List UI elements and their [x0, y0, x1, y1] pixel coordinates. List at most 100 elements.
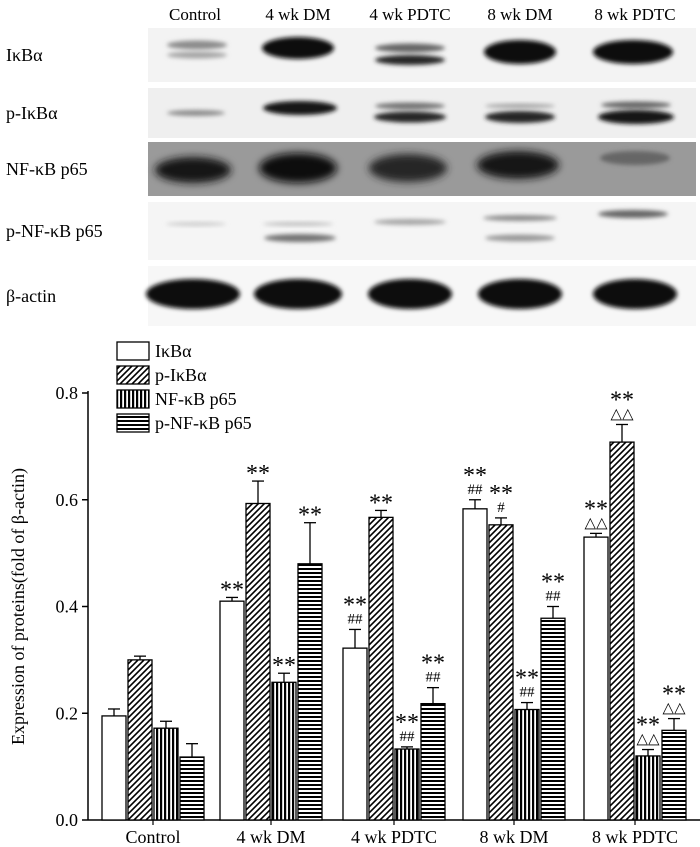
band-ikba-5: [484, 40, 556, 64]
legend-label-nf-kb-p65: NF-κB p65: [155, 389, 237, 409]
band-p-ikba-5: [485, 103, 555, 109]
bar-p-nf-kb-p65-4-wk-pdtc: [420, 702, 446, 821]
x-tick-label-4-wk-dm: 4 wk DM: [236, 827, 305, 847]
significance-mark: #: [497, 500, 505, 516]
legend-swatch-nf-kb-p65: [116, 389, 150, 409]
band-p-nf-kb-p65-1: [264, 234, 336, 242]
legend-swatch-p-ikba: [116, 365, 150, 385]
bar-p-ikba-8-wk-dm: [488, 524, 514, 821]
significance-mark: **: [298, 503, 322, 529]
x-tick-label-8-wk-pdtc: 8 wk PDTC: [592, 827, 678, 847]
band-p-nf-kb-p65-2: [263, 222, 333, 226]
y-tick-label: 0.4: [56, 597, 79, 617]
band-b-actin-4: [593, 279, 677, 309]
band-ikba-6: [593, 40, 673, 64]
significance-mark: **: [584, 496, 608, 522]
bar-nf-kb-p65-4-wk-pdtc: [394, 748, 420, 821]
band-b-actin-0: [146, 279, 240, 309]
bar-nf-kb-p65-4-wk-dm: [271, 681, 297, 821]
band-p-ikba-4: [485, 111, 555, 123]
lane-label-control: Control: [169, 5, 221, 24]
x-tick-label-control: Control: [125, 827, 180, 847]
significance-mark: **: [272, 653, 296, 679]
band-p-nf-kb-p65-0: [166, 222, 226, 226]
bar-ikba-control: [101, 715, 127, 821]
band-b-actin-3: [478, 279, 562, 309]
band-ikba-3: [375, 43, 445, 53]
chart-bars: [101, 423, 687, 821]
significance-mark: **: [220, 577, 244, 603]
significance-mark: △△: [636, 732, 660, 748]
bar-nf-kb-p65-control: [153, 727, 179, 821]
bar-p-ikba-control: [127, 659, 153, 821]
band-b-actin-2: [368, 279, 452, 309]
significance-mark: **: [489, 481, 513, 507]
significance-mark: **: [541, 570, 565, 596]
significance-mark: **: [515, 666, 539, 692]
chart-annotations: **********##****##**##**## **#**##**##**△…: [220, 387, 686, 747]
significance-mark: **: [636, 713, 660, 739]
band-ikba-2: [262, 37, 334, 59]
band-nf-kb-p65-2: [369, 154, 447, 182]
bar-ikba-8-wk-pdtc: [583, 536, 609, 821]
y-tick-label: 0.0: [56, 810, 79, 830]
significance-mark: △△: [584, 515, 608, 531]
bar-nf-kb-p65-8-wk-pdtc: [635, 755, 661, 821]
significance-mark: **: [463, 463, 487, 489]
significance-mark: **: [369, 490, 393, 516]
bar-p-nf-kb-p65-8-wk-dm: [540, 617, 566, 821]
bar-ikba-4-wk-dm: [219, 600, 245, 821]
bar-p-ikba-8-wk-pdtc: [609, 441, 635, 821]
band-p-ikba-6: [601, 101, 671, 109]
band-p-nf-kb-p65-5: [485, 234, 555, 242]
significance-mark: **: [343, 592, 367, 618]
significance-mark: **: [421, 651, 445, 677]
band-ikba-4: [375, 55, 445, 65]
y-tick-label: 0.8: [56, 383, 79, 403]
significance-mark: ##: [468, 482, 484, 498]
significance-mark: **: [662, 682, 686, 708]
band-ikba-0: [167, 40, 227, 50]
band-p-ikba-1: [263, 101, 337, 115]
significance-mark: ##: [546, 589, 562, 605]
western-blot-panel: Control 4 wk DM 4 wk PDTC 8 wk DM 8 wk PDTC …: [6, 5, 696, 326]
legend-label-p-nf-kb-p65: p-NF-κB p65: [155, 413, 252, 433]
bar-p-nf-kb-p65-8-wk-pdtc: [661, 729, 687, 821]
bar-chart: IκBα p-IκBα NF-κB p65 p-NF-κB p65 0.0 0.2 0.4…: [8, 341, 700, 847]
y-tick-label: 0.6: [56, 490, 79, 510]
band-p-nf-kb-p65-4: [483, 215, 557, 221]
band-p-ikba-2: [375, 102, 445, 110]
legend-label-ikba: IκBα: [155, 341, 192, 361]
blot-row-label-nf-kb-p65: NF-κB p65: [6, 159, 88, 179]
significance-mark: **: [395, 710, 419, 736]
significance-mark: ##: [426, 670, 442, 686]
legend-swatch-ikba: [116, 341, 150, 361]
bar-p-ikba-4-wk-pdtc: [368, 516, 394, 821]
y-tick-label: 0.2: [56, 703, 79, 723]
band-p-ikba-0: [167, 110, 225, 116]
bar-ikba-8-wk-dm: [462, 508, 488, 821]
chart-axes: 0.0 0.2 0.4 0.6 0.8 Expression of proteins(fo…: [8, 383, 700, 847]
lane-label-4-wk-dm: 4 wk DM: [265, 5, 330, 24]
blot-row-label-ikba: IκBα: [6, 45, 43, 65]
lane-label-8-wk-dm: 8 wk DM: [487, 5, 552, 24]
blot-row-label-p-ikba: p-IκBα: [6, 103, 58, 123]
band-b-actin-1: [254, 279, 342, 309]
x-tick-label-4-wk-pdtc: 4 wk PDTC: [351, 827, 437, 847]
band-p-ikba-7: [598, 110, 674, 124]
significance-mark: **: [246, 461, 270, 487]
bar-nf-kb-p65-8-wk-dm: [514, 708, 540, 821]
band-p-nf-kb-p65-6: [598, 210, 668, 218]
blot-row-label-p-nf-kb-p65: p-NF-κB p65: [6, 221, 103, 241]
bar-p-nf-kb-p65-4-wk-dm: [297, 563, 323, 821]
bar-p-nf-kb-p65-control: [179, 756, 205, 821]
blot-row-label-b-actin: β-actin: [6, 286, 56, 306]
y-axis-label: Expression of proteins(fold of β-actin): [8, 468, 29, 745]
legend-label-p-ikba: p-IκBα: [155, 365, 207, 385]
significance-mark: ##: [348, 611, 364, 627]
band-nf-kb-p65-3: [477, 151, 559, 179]
significance-mark: △△: [662, 701, 686, 717]
band-p-ikba-3: [374, 111, 446, 123]
lane-label-8-wk-pdtc: 8 wk PDTC: [594, 5, 675, 24]
